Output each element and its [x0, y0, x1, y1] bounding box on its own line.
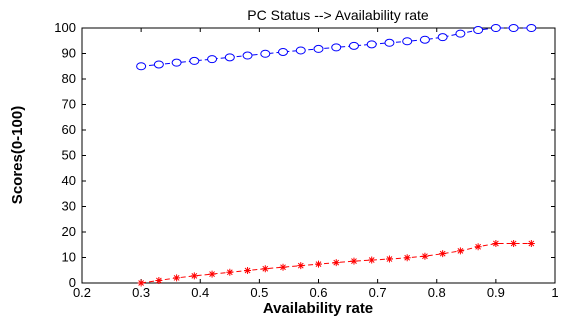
data-point	[136, 62, 147, 71]
data-point	[224, 53, 235, 62]
data-point	[260, 49, 271, 58]
y-tick-label: 70	[62, 97, 76, 112]
data-point	[155, 276, 163, 284]
x-tick-label: 0.4	[191, 285, 209, 300]
data-point	[208, 270, 216, 278]
data-point	[244, 267, 252, 275]
data-point	[439, 250, 447, 258]
data-point	[456, 247, 464, 255]
x-tick-label: 1	[551, 285, 558, 300]
plot-area	[81, 27, 556, 284]
y-tick-label: 50	[62, 148, 76, 163]
y-tick-label: 20	[62, 224, 76, 239]
data-point	[437, 33, 448, 42]
data-point	[242, 51, 253, 60]
data-point	[189, 56, 200, 65]
x-tick-label: 0.2	[73, 285, 91, 300]
x-tick-label: 0.5	[250, 285, 268, 300]
data-point	[332, 259, 340, 267]
data-point	[474, 243, 482, 251]
data-point	[278, 47, 289, 56]
x-tick-label: 0.9	[487, 285, 505, 300]
y-tick-label: 40	[62, 173, 76, 188]
x-axis: 0.2 0.3 0.4 0.5 0.6 0.7 0.8 0.9 1	[73, 28, 559, 300]
y-axis: 0 10 20 30 40 50 60 70 80 90 100	[54, 20, 555, 290]
data-point	[384, 38, 395, 47]
data-point	[527, 239, 535, 247]
data-point	[173, 274, 181, 282]
data-point	[279, 263, 287, 271]
data-point	[315, 260, 322, 268]
y-tick-label: 10	[62, 250, 76, 265]
data-point	[490, 24, 501, 32]
data-point	[350, 257, 358, 265]
data-point	[226, 268, 234, 276]
data-point	[473, 26, 484, 35]
data-point	[455, 29, 466, 38]
x-tick-label: 0.3	[132, 285, 150, 300]
y-tick-label: 100	[54, 20, 76, 35]
data-point	[137, 279, 145, 287]
data-point	[508, 24, 519, 32]
series-layer	[136, 24, 537, 287]
data-point	[403, 254, 411, 262]
data-point	[190, 272, 198, 280]
data-point	[419, 35, 430, 44]
data-point	[331, 43, 342, 52]
data-point	[492, 239, 500, 247]
y-tick-label: 60	[62, 122, 76, 137]
data-point	[385, 255, 393, 263]
data-point	[207, 55, 218, 64]
data-point	[421, 252, 429, 260]
data-point	[295, 46, 306, 55]
data-point	[402, 37, 413, 46]
chart-title: PC Status --> Availability rate	[247, 7, 429, 23]
data-point	[153, 60, 164, 69]
y-tick-label: 0	[69, 275, 76, 290]
data-point	[510, 239, 518, 247]
data-point	[171, 58, 182, 67]
y-tick-label: 90	[62, 46, 76, 61]
data-point	[366, 40, 377, 49]
x-tick-label: 0.7	[369, 285, 387, 300]
y-tick-label: 80	[62, 71, 76, 86]
data-point	[313, 44, 324, 53]
x-tick-label: 0.6	[309, 285, 327, 300]
y-tick-label: 30	[62, 199, 76, 214]
data-point	[368, 256, 376, 264]
data-point	[261, 265, 269, 273]
x-axis-label: Availability rate	[263, 300, 373, 317]
data-point	[348, 41, 359, 50]
x-tick-label: 0.8	[428, 285, 446, 300]
data-point	[526, 24, 537, 32]
y-axis-label: Scores(0-100)	[9, 106, 26, 204]
data-point	[297, 262, 305, 270]
